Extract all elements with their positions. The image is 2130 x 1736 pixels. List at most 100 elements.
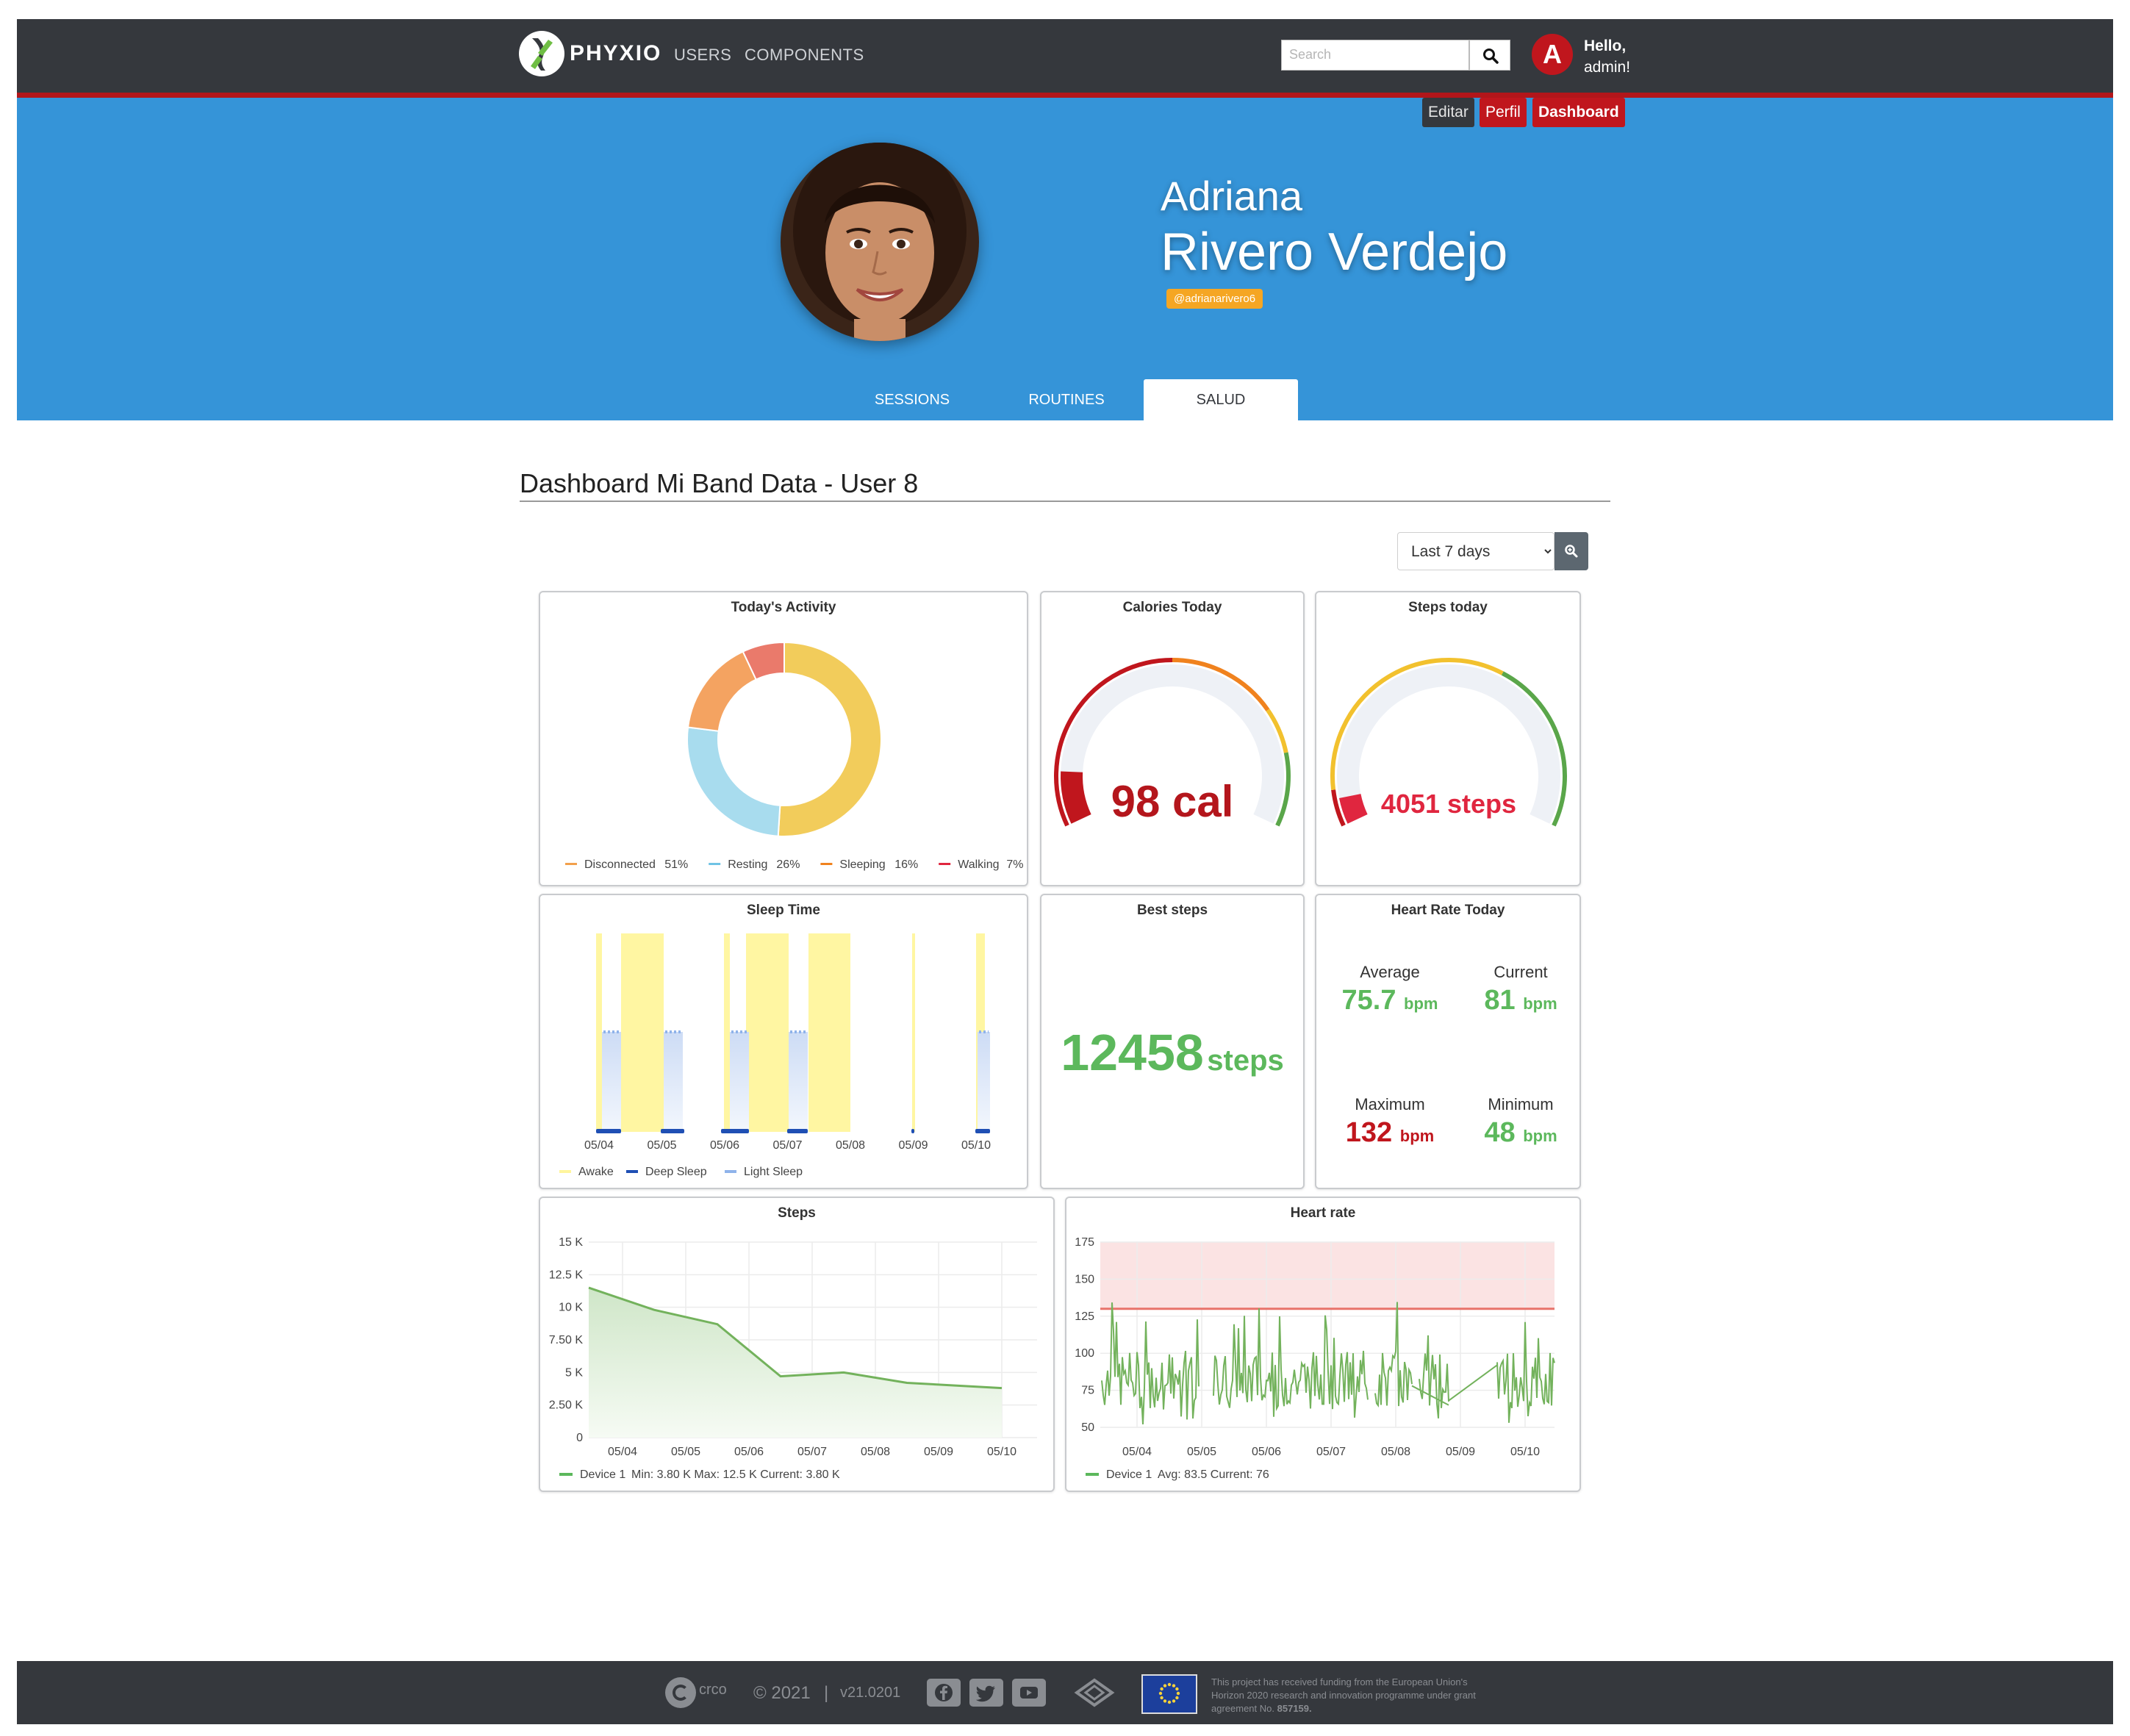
- tab-salud[interactable]: SALUD: [1144, 379, 1298, 420]
- youtube-icon[interactable]: [1012, 1679, 1046, 1707]
- sleep-awake-bar: [746, 933, 789, 1132]
- tab-routines[interactable]: ROUTINES: [1028, 392, 1105, 408]
- steps-x-tick: 05/09: [924, 1446, 953, 1458]
- crco-logo-icon[interactable]: [665, 1677, 696, 1708]
- page-title: Dashboard Mi Band Data - User 8: [520, 468, 919, 498]
- best-steps-unit: steps: [1207, 1044, 1284, 1077]
- legend-value: 7%: [1006, 858, 1023, 871]
- steps-x-tick: 05/04: [608, 1446, 637, 1458]
- panel-title: Best steps: [1136, 903, 1208, 918]
- activity-slice-sleeping: [686, 650, 758, 732]
- sleep-chart: 05/04 05/05 05/06 05/07 05/08 05/09 05/10 Awak…: [559, 933, 991, 1178]
- panel-best-steps: Best steps 12458 steps: [1040, 894, 1305, 1189]
- facebook-icon[interactable]: [927, 1679, 961, 1707]
- sleep-deep-bar: [596, 1129, 621, 1133]
- legend-swatch-device-1: [1086, 1473, 1099, 1476]
- funding-text: This project has received funding from t…: [1211, 1676, 1476, 1714]
- nav-users[interactable]: USERS: [674, 46, 732, 64]
- grant-number: 857159.: [1277, 1703, 1312, 1714]
- activity-slice-disconnected: [777, 641, 882, 837]
- sleep-deep-bar: [911, 1129, 914, 1133]
- sleep-light-bar: [789, 1032, 808, 1132]
- time-range-select[interactable]: Last 7 days: [1397, 532, 1555, 570]
- sleep-deep-bar: [975, 1129, 990, 1133]
- heart-rate-chart: 50 75 100 125 150 175 05/04 05/05 05/06 05/07 05/0…: [1075, 1236, 1555, 1481]
- user-greeting[interactable]: Hello, admin!: [1584, 35, 1630, 78]
- profile-banner: [17, 98, 2113, 420]
- legend-label: Device 1: [580, 1468, 625, 1481]
- steps-gauge: 4051 steps: [1330, 658, 1567, 827]
- hr-y-tick: 75: [1081, 1385, 1094, 1397]
- legend-label: Walking: [958, 858, 999, 871]
- legend-label: Light Sleep: [744, 1166, 803, 1178]
- sleep-awake-bar: [596, 933, 602, 1132]
- hr-minimum-value: 48: [1484, 1117, 1516, 1148]
- user-avatar[interactable]: A: [1532, 34, 1573, 75]
- crco-name: crco: [699, 1682, 727, 1698]
- hr-average-label: Average: [1360, 963, 1420, 981]
- legend-stats: Avg: 83.5 Current: 76: [1158, 1468, 1269, 1481]
- legend-value: 16%: [894, 858, 918, 871]
- search-button[interactable]: [1469, 40, 1510, 71]
- profile-photo: [781, 143, 979, 341]
- sleep-x-tick: 05/08: [836, 1139, 865, 1152]
- activity-slice-walking: [742, 641, 785, 681]
- steps-line: [588, 1286, 1003, 1390]
- legend-label: Awake: [578, 1166, 614, 1178]
- search-field[interactable]: [1281, 40, 1470, 71]
- best-steps-number: 12458: [1061, 1024, 1204, 1081]
- dashboard-button[interactable]: Dashboard: [1532, 98, 1625, 127]
- legend-label: Deep Sleep: [645, 1166, 707, 1178]
- steps-chart: 0 2.50 K 5 K 7.50 K 10 K 12.5 K 15 K 05/04 05/05…: [549, 1236, 1037, 1481]
- steps-y-tick: 7.50 K: [549, 1334, 584, 1346]
- hr-current-value: 81: [1484, 985, 1516, 1016]
- steps-y-tick: 15 K: [559, 1236, 583, 1249]
- edit-button[interactable]: Editar: [1422, 98, 1474, 127]
- panel-calories-today: Calories Today 98 cal: [1040, 591, 1305, 886]
- legend-swatch-deep-sleep: [626, 1170, 638, 1173]
- search-input[interactable]: [1282, 40, 1470, 68]
- brand-name[interactable]: PHYXIO: [570, 41, 662, 65]
- sleep-awake-bar: [808, 933, 850, 1132]
- legend-label: Sleeping: [839, 858, 885, 871]
- footer-separator: |: [824, 1683, 829, 1703]
- heart-rate-line: [1101, 1302, 1555, 1424]
- hr-y-tick: 50: [1081, 1421, 1094, 1434]
- time-range-search-button[interactable]: [1555, 532, 1588, 570]
- legend-label: Device 1: [1106, 1468, 1152, 1481]
- profile-first-name: Adriana: [1161, 173, 1303, 219]
- calories-value: 98 cal: [1111, 777, 1234, 826]
- sleep-deep-bar: [661, 1129, 684, 1133]
- panel-steps: Steps 0 2.50 K 5 K 7.50 K 10 K 12.5 K 15 K 05/0…: [539, 1197, 1055, 1492]
- panel-title: Calories Today: [1122, 600, 1222, 615]
- nav-components[interactable]: COMPONENTS: [745, 46, 864, 64]
- hr-current-unit: bpm: [1523, 994, 1557, 1013]
- sleep-awake-bar: [912, 933, 915, 1132]
- phyxio-logo-icon[interactable]: [519, 31, 564, 76]
- hr-x-tick: 05/06: [1252, 1446, 1281, 1458]
- panel-title: Heart rate: [1290, 1205, 1356, 1221]
- hr-y-tick: 125: [1075, 1310, 1094, 1323]
- hr-minimum-unit: bpm: [1523, 1127, 1557, 1145]
- calories-gauge: 98 cal: [1054, 658, 1291, 827]
- partner-logo-icon: [1074, 1677, 1115, 1712]
- legend-swatch-resting: [709, 863, 721, 865]
- sleep-light-bar: [730, 1032, 749, 1132]
- legend-swatch-disconnected: [565, 863, 577, 865]
- sleep-awake-bar: [621, 933, 664, 1132]
- app-frame: PHYXIO USERS COMPONENTS A Hello, admin! …: [17, 19, 2113, 1724]
- legend-stats: Min: 3.80 K Max: 12.5 K Current: 3.80 K: [631, 1468, 840, 1481]
- tab-sessions[interactable]: SESSIONS: [874, 392, 950, 408]
- sleep-deep-bar: [787, 1129, 808, 1133]
- hr-maximum-label: Maximum: [1355, 1095, 1425, 1113]
- greeting-username: admin!: [1584, 59, 1631, 76]
- twitter-icon[interactable]: [969, 1679, 1003, 1707]
- steps-y-tick: 0: [576, 1432, 583, 1444]
- sleep-x-tick: 05/06: [710, 1139, 739, 1152]
- footer-copyright: © 2021: [753, 1683, 811, 1703]
- steps-x-tick: 05/10: [987, 1446, 1016, 1458]
- profile-button[interactable]: Perfil: [1480, 98, 1527, 127]
- sleep-light-bar: [602, 1032, 621, 1132]
- steps-today-value: 4051 steps: [1381, 789, 1516, 819]
- hr-current-label: Current: [1493, 963, 1548, 981]
